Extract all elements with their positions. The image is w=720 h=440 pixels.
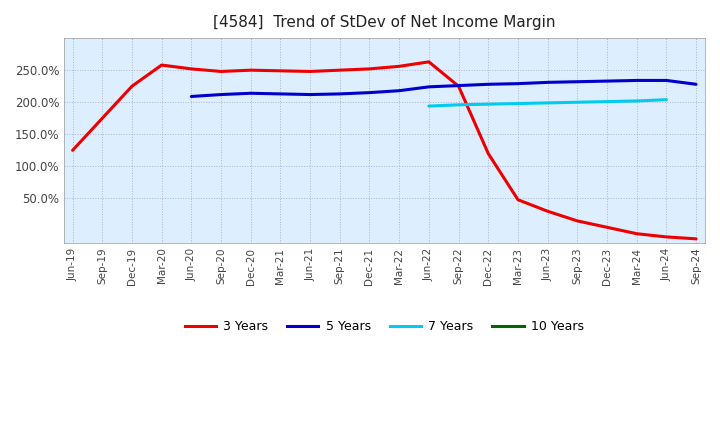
5 Years (365, 90, 374, 95)
7 Years (484, 102, 492, 107)
7 Years (454, 102, 463, 107)
3 Years (127, 84, 136, 89)
5 Years (276, 91, 284, 96)
3 Years (217, 69, 225, 74)
7 Years (603, 99, 611, 104)
3 Years (365, 66, 374, 72)
5 Years (217, 92, 225, 97)
5 Years (425, 84, 433, 89)
3 Years (662, 234, 671, 239)
5 Years (306, 92, 315, 97)
7 Years (425, 103, 433, 109)
Legend: 3 Years, 5 Years, 7 Years, 10 Years: 3 Years, 5 Years, 7 Years, 10 Years (179, 315, 589, 338)
7 Years (632, 98, 641, 103)
3 Years (68, 148, 77, 153)
3 Years (692, 236, 701, 242)
3 Years (632, 231, 641, 236)
5 Years (573, 79, 582, 84)
3 Years (425, 59, 433, 65)
3 Years (98, 116, 107, 121)
3 Years (484, 151, 492, 156)
3 Years (395, 64, 403, 69)
Line: 7 Years: 7 Years (429, 100, 667, 106)
3 Years (513, 197, 522, 202)
5 Years (454, 83, 463, 88)
5 Years (395, 88, 403, 93)
5 Years (544, 80, 552, 85)
Title: [4584]  Trend of StDev of Net Income Margin: [4584] Trend of StDev of Net Income Marg… (213, 15, 556, 30)
3 Years (306, 69, 315, 74)
3 Years (158, 62, 166, 68)
3 Years (336, 67, 344, 73)
5 Years (603, 78, 611, 84)
5 Years (662, 78, 671, 83)
Line: 5 Years: 5 Years (192, 81, 696, 96)
Line: 3 Years: 3 Years (73, 62, 696, 239)
3 Years (454, 84, 463, 89)
3 Years (276, 68, 284, 73)
5 Years (484, 82, 492, 87)
5 Years (336, 91, 344, 96)
5 Years (632, 78, 641, 83)
5 Years (187, 94, 196, 99)
7 Years (544, 100, 552, 106)
5 Years (246, 91, 255, 96)
3 Years (187, 66, 196, 72)
5 Years (692, 82, 701, 87)
7 Years (573, 99, 582, 105)
3 Years (544, 209, 552, 214)
3 Years (573, 218, 582, 224)
3 Years (603, 225, 611, 230)
7 Years (662, 97, 671, 103)
3 Years (246, 67, 255, 73)
7 Years (513, 101, 522, 106)
5 Years (513, 81, 522, 86)
